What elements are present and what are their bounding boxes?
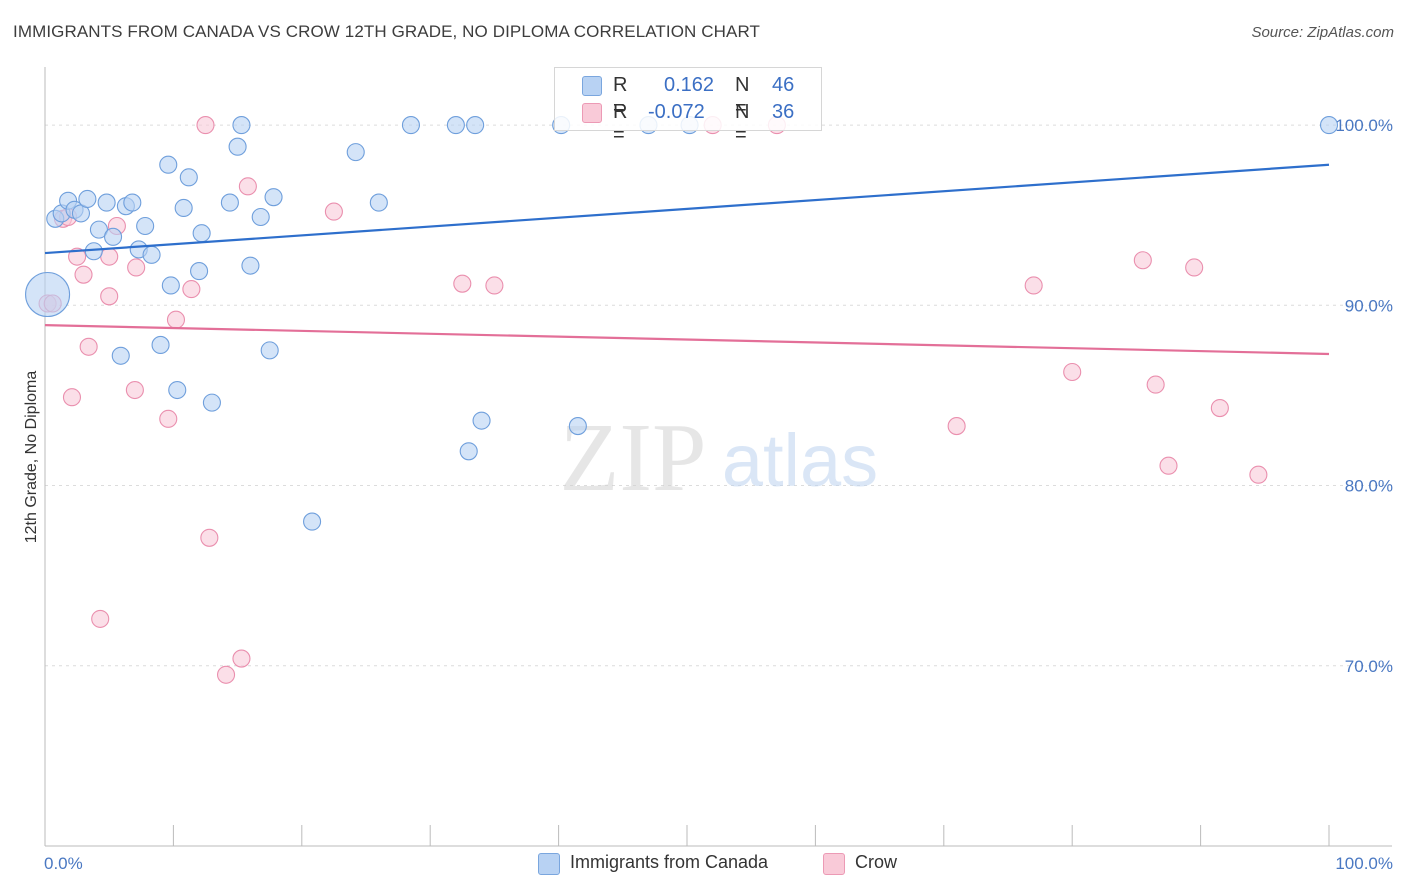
crow-point xyxy=(216,665,236,684)
canada-trend-line xyxy=(44,163,1330,255)
crow-point xyxy=(1249,465,1268,484)
crow-point xyxy=(200,528,219,547)
canada-point xyxy=(136,216,155,236)
canada-point xyxy=(174,198,193,218)
crow-point xyxy=(1063,362,1082,382)
canada-point xyxy=(111,346,130,365)
crow-point xyxy=(1210,398,1229,418)
crow-point xyxy=(79,337,98,356)
crow-point xyxy=(1146,375,1165,394)
watermark-atlas: atlas xyxy=(722,419,878,502)
crow-point xyxy=(100,287,119,306)
canada-point xyxy=(89,220,108,239)
canada-point xyxy=(190,262,209,281)
crow-point xyxy=(1133,251,1152,270)
crow-point xyxy=(125,380,144,400)
canada-point xyxy=(220,193,239,212)
crow-trend-line xyxy=(44,324,1330,356)
crow-point xyxy=(1159,456,1178,475)
canada-point xyxy=(459,442,478,461)
canada-point xyxy=(142,245,161,264)
tick-labels: 100.0% 90.0% 80.0% 70.0% 0.0% 100.0% xyxy=(44,116,1393,873)
canada-point xyxy=(168,380,187,400)
canada-point xyxy=(446,116,465,135)
canada-point xyxy=(346,143,365,162)
crow-point xyxy=(100,247,119,266)
canada-point xyxy=(466,116,485,135)
canada-point xyxy=(369,193,388,212)
legend-r-label: R = xyxy=(613,74,628,119)
canada-point xyxy=(78,189,97,209)
crow-point xyxy=(947,417,966,436)
crow-point xyxy=(485,276,504,295)
canada-point xyxy=(151,335,170,355)
canada-point xyxy=(192,224,211,243)
canada-points xyxy=(25,116,1339,531)
canada-point xyxy=(303,512,322,531)
bottom-legend-label-canada: Immigrants from Canada xyxy=(570,852,769,872)
canada-point xyxy=(260,341,279,360)
crow-point xyxy=(324,202,343,221)
trend-lines xyxy=(44,163,1330,356)
legend-swatch-crow xyxy=(582,103,602,123)
y-tick-label: 90.0% xyxy=(1345,296,1393,315)
crow-point xyxy=(74,265,93,284)
x-tick-label: 100.0% xyxy=(1335,854,1393,873)
canada-point xyxy=(84,242,103,261)
legend-r-label: R = xyxy=(613,101,628,146)
crow-point xyxy=(68,247,87,266)
canada-point xyxy=(161,276,180,295)
legend-n-label: N = xyxy=(735,74,750,119)
canada-point xyxy=(232,116,251,135)
canada-point xyxy=(123,193,142,212)
crow-point xyxy=(62,388,82,407)
crow-point xyxy=(238,177,257,196)
crow-point xyxy=(127,258,146,277)
bottom-legend-label-crow: Crow xyxy=(855,852,898,872)
y-tick-label: 100.0% xyxy=(1335,116,1393,135)
crow-point xyxy=(91,609,110,628)
source-label: Source: ZipAtlas.com xyxy=(1251,24,1394,41)
crow-point xyxy=(1024,276,1043,295)
legend-n-value-crow: 36 xyxy=(772,101,795,123)
bottom-legend-swatch-canada xyxy=(538,853,560,875)
x-tick-label: 0.0% xyxy=(44,854,83,873)
chart-title: IMMIGRANTS FROM CANADA VS CROW 12TH GRAD… xyxy=(13,22,760,41)
crow-point xyxy=(1185,258,1204,277)
canada-point xyxy=(179,168,198,187)
crow-point xyxy=(196,116,215,135)
crow-point xyxy=(453,274,472,293)
axes xyxy=(44,67,1392,847)
canada-point xyxy=(568,417,587,436)
canada-point xyxy=(202,393,221,412)
crow-point xyxy=(182,280,201,299)
canada-point xyxy=(97,193,116,212)
legend-swatch-canada xyxy=(582,76,602,96)
legend-n-value-canada: 46 xyxy=(772,74,795,96)
canada-point xyxy=(25,271,71,318)
correlation-legend: R = 0.162 N = 46 R = -0.072 N = 36 xyxy=(554,67,822,146)
crow-point xyxy=(166,310,186,329)
crow-point xyxy=(159,409,178,428)
canada-point xyxy=(251,207,270,227)
canada-point xyxy=(228,137,247,156)
legend-n-label: N = xyxy=(735,101,750,146)
legend-r-value-crow: -0.072 xyxy=(648,101,705,123)
crow-point xyxy=(232,649,251,668)
canada-point xyxy=(1319,116,1339,135)
legend-r-value-canada: 0.162 xyxy=(664,74,715,96)
canada-point xyxy=(159,155,178,174)
canada-point xyxy=(241,256,260,275)
y-axis-label: 12th Grade, No Diploma xyxy=(23,371,40,544)
y-tick-label: 70.0% xyxy=(1345,657,1393,676)
canada-point xyxy=(104,227,123,246)
canada-point xyxy=(264,188,283,207)
canada-point xyxy=(472,411,491,430)
bottom-legend-swatch-crow xyxy=(823,853,845,875)
canada-point xyxy=(401,116,420,135)
y-tick-label: 80.0% xyxy=(1345,477,1393,496)
